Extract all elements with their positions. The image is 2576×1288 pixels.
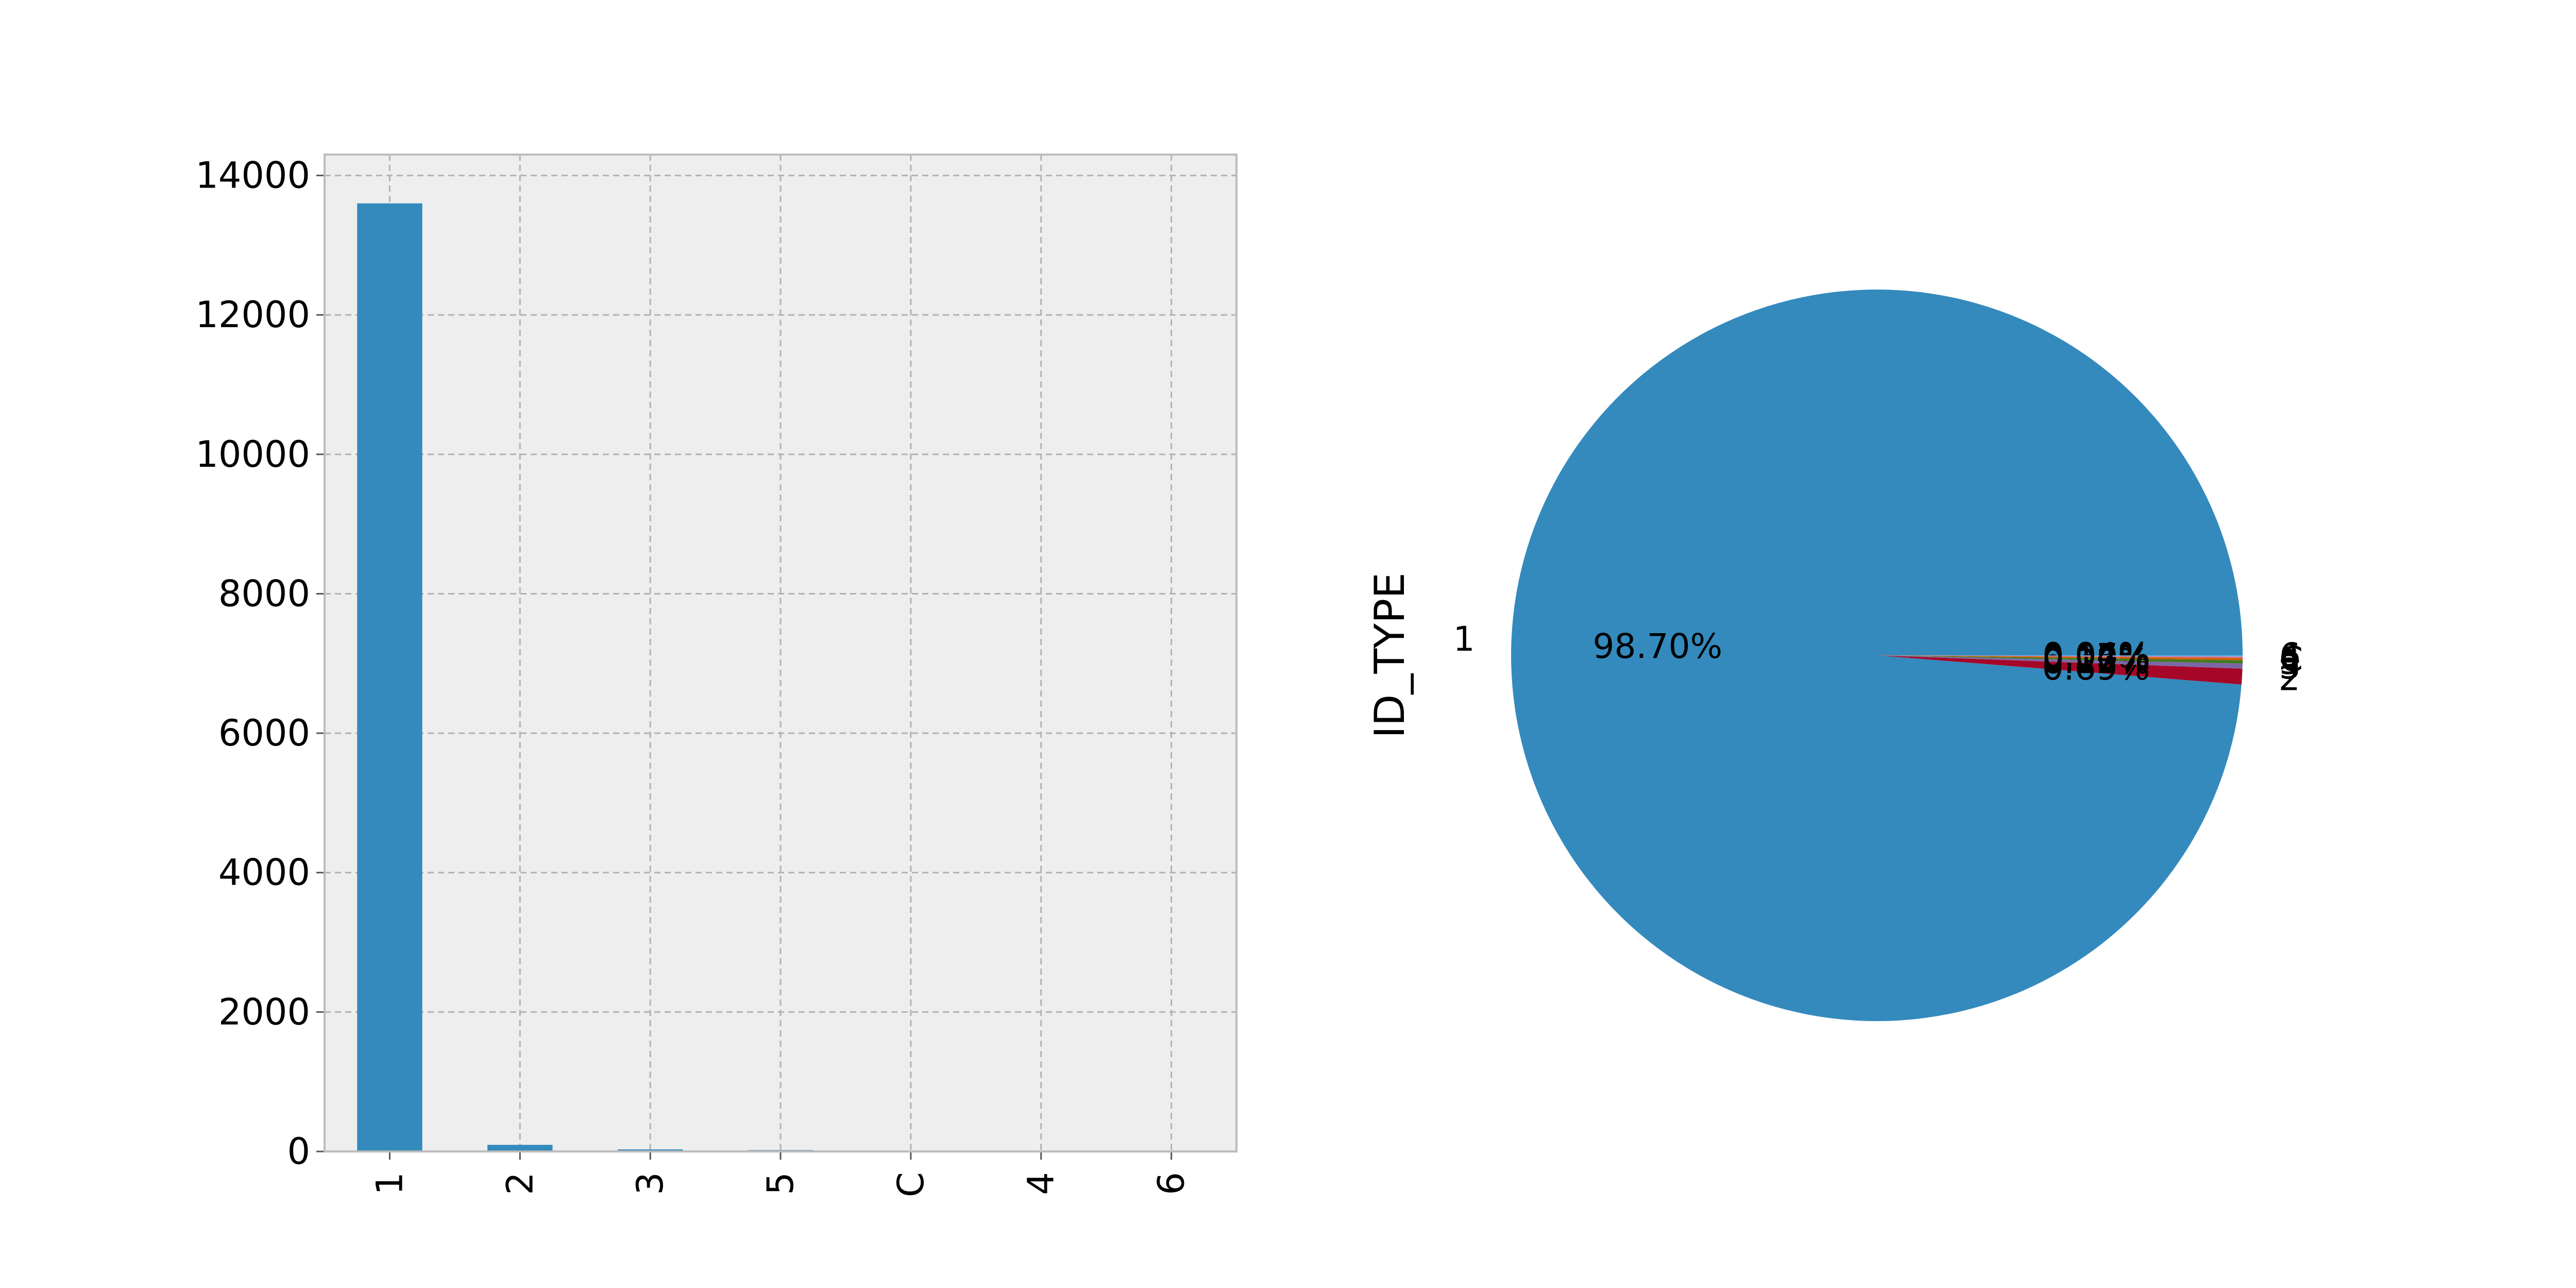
bar-chart: 0 2000 4000 6000 8000 10000 12000 14000 1 2 3 5 C 4 6	[195, 154, 1238, 1197]
pie-slice-1	[1511, 290, 2243, 1022]
y-tick-label: 8000	[218, 572, 310, 615]
x-tick-label: 5	[759, 1172, 802, 1195]
pie-category-label: 1	[1453, 619, 1475, 659]
bar-3	[617, 1149, 683, 1151]
bar-1	[357, 203, 422, 1152]
x-tick-label: 3	[629, 1172, 671, 1195]
pie-slice-6	[1877, 655, 2243, 656]
pie-percent-label: 0.22%	[2042, 642, 2150, 682]
pie-percent-label: 0.15%	[2042, 639, 2150, 679]
y-tick-label: 2000	[218, 991, 310, 1033]
pie-category-label: 6	[2279, 636, 2301, 675]
pie-slice-2	[1877, 655, 2243, 685]
x-tick-label: 2	[499, 1172, 541, 1195]
pie-category-label: C	[2279, 639, 2303, 679]
pie-category-label: 2	[2279, 658, 2300, 698]
x-tick-label: 4	[1020, 1172, 1062, 1195]
y-tick-label: 6000	[218, 712, 310, 754]
pie-slice-5	[1877, 655, 2243, 664]
x-tick-label: 6	[1150, 1172, 1193, 1195]
pie-percent-label: 0.04%	[2042, 636, 2150, 675]
y-tick-label: 10000	[195, 433, 310, 476]
pie-category-label: 4	[2279, 637, 2301, 677]
y-tick-label: 4000	[218, 852, 310, 894]
pie-slice-C	[1877, 655, 2243, 660]
pie-ylabel: ID_TYPE	[1366, 572, 1414, 738]
pie-percent-label: 98.70%	[1593, 626, 1723, 666]
pie-percent-label: 0.10%	[2042, 637, 2150, 677]
pie-percent-label: 0.69%	[2042, 648, 2150, 688]
pie-category-label: 3	[2279, 647, 2301, 687]
bar-2	[487, 1145, 553, 1151]
bar-plot-frame	[324, 154, 1238, 1153]
pie-category-label: 5	[2279, 642, 2301, 682]
pie-chart: 1 98.70% 2 0.69% 3 0.22% 5 0.15% C 0.10% 4 0.07% 6 0.…	[1366, 290, 2303, 1022]
y-tick-label: 0	[287, 1130, 310, 1173]
x-tick-label: 1	[368, 1172, 411, 1195]
y-tick-label: 14000	[195, 155, 310, 197]
pie-percent-label: 0.07%	[2042, 636, 2150, 676]
y-tick-label: 12000	[195, 294, 310, 336]
pie-slice-3	[1877, 655, 2243, 669]
pie-slice-4	[1877, 655, 2243, 658]
x-tick-label: C	[890, 1172, 932, 1197]
